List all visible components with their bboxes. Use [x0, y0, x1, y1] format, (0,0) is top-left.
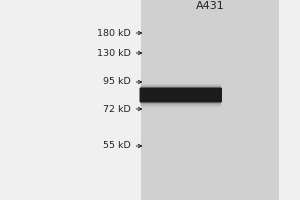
FancyBboxPatch shape	[140, 102, 221, 104]
Text: 180 kD: 180 kD	[97, 28, 130, 38]
FancyBboxPatch shape	[140, 102, 221, 107]
FancyBboxPatch shape	[140, 84, 221, 89]
Bar	[141, 0, 279, 200]
FancyBboxPatch shape	[140, 86, 221, 89]
Text: 55 kD: 55 kD	[103, 142, 130, 150]
Text: A431: A431	[196, 1, 224, 11]
FancyBboxPatch shape	[140, 88, 222, 102]
Text: 72 kD: 72 kD	[103, 105, 130, 114]
Text: 130 kD: 130 kD	[97, 48, 130, 58]
Text: 95 kD: 95 kD	[103, 77, 130, 86]
